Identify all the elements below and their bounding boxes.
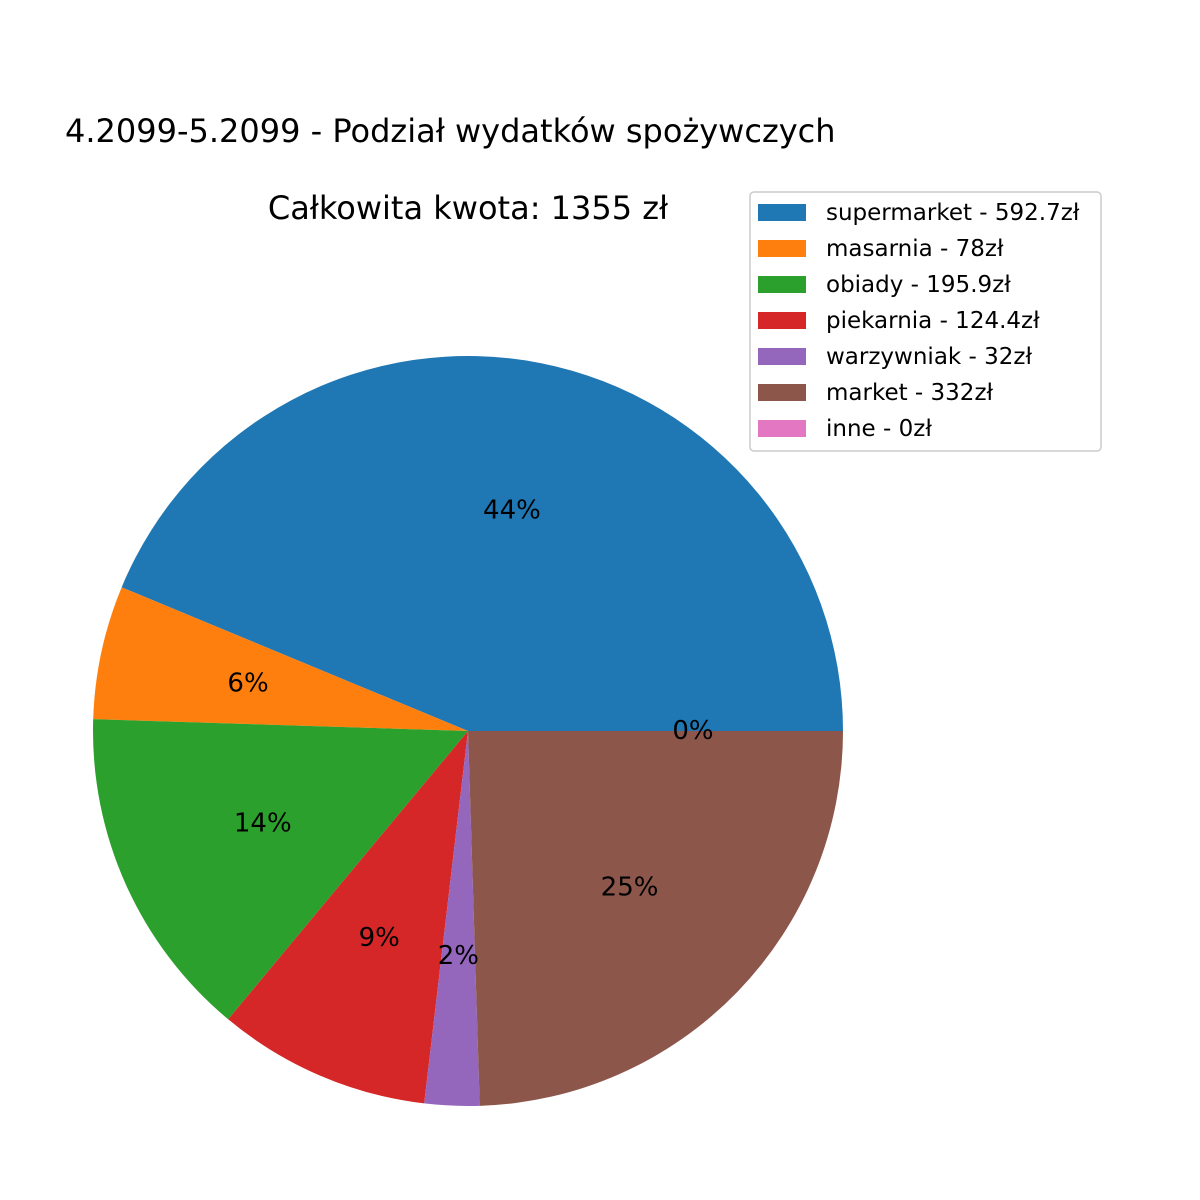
legend-swatch-6 xyxy=(758,420,806,437)
pie-slice-2 xyxy=(93,719,468,1020)
pie-slice-3 xyxy=(228,731,468,1104)
pie-percent-label-3: 9% xyxy=(359,923,400,953)
legend-label-4: warzywniak - 32zł xyxy=(826,344,1032,370)
legend-label-3: piekarnia - 124.4zł xyxy=(826,308,1040,334)
pie-percent-label-6: 0% xyxy=(672,716,713,746)
pie-percent-label-1: 6% xyxy=(227,669,268,699)
pie-percent-label-0: 44% xyxy=(483,495,541,525)
pie-percent-label-5: 25% xyxy=(601,873,659,903)
pie-slice-0 xyxy=(121,356,843,731)
chart-subtitle: Całkowita kwota: 1355 zł xyxy=(268,189,669,227)
pie-percent-label-4: 2% xyxy=(438,941,479,971)
pie-slices xyxy=(93,356,843,1106)
legend-label-0: supermarket - 592.7zł xyxy=(826,200,1080,226)
chart-title: 4.2099-5.2099 - Podział wydatków spożywc… xyxy=(65,112,836,150)
legend-frame xyxy=(749,191,1102,452)
legend-swatch-5 xyxy=(758,384,806,401)
pie-percent-label-2: 14% xyxy=(234,808,292,838)
pie-slice-1 xyxy=(93,587,469,731)
legend-label-1: masarnia - 78zł xyxy=(826,236,1004,262)
legend-label-6: inne - 0zł xyxy=(826,416,932,442)
legend-swatch-3 xyxy=(758,312,806,329)
legend-swatch-4 xyxy=(758,348,806,365)
legend-swatch-0 xyxy=(758,204,806,221)
legend: supermarket - 592.7zł masarnia - 78zł obia… xyxy=(749,191,1102,452)
pie-slice-4 xyxy=(424,731,480,1106)
legend-swatch-1 xyxy=(758,240,806,257)
pie-slice-5 xyxy=(468,731,843,1106)
legend-label-2: obiady - 195.9zł xyxy=(826,272,1011,298)
legend-swatch-2 xyxy=(758,276,806,293)
legend-label-5: market - 332zł xyxy=(826,380,994,406)
pie-percent-labels: 44% 6% 14% 9% 2% 25% 0% xyxy=(227,495,713,970)
